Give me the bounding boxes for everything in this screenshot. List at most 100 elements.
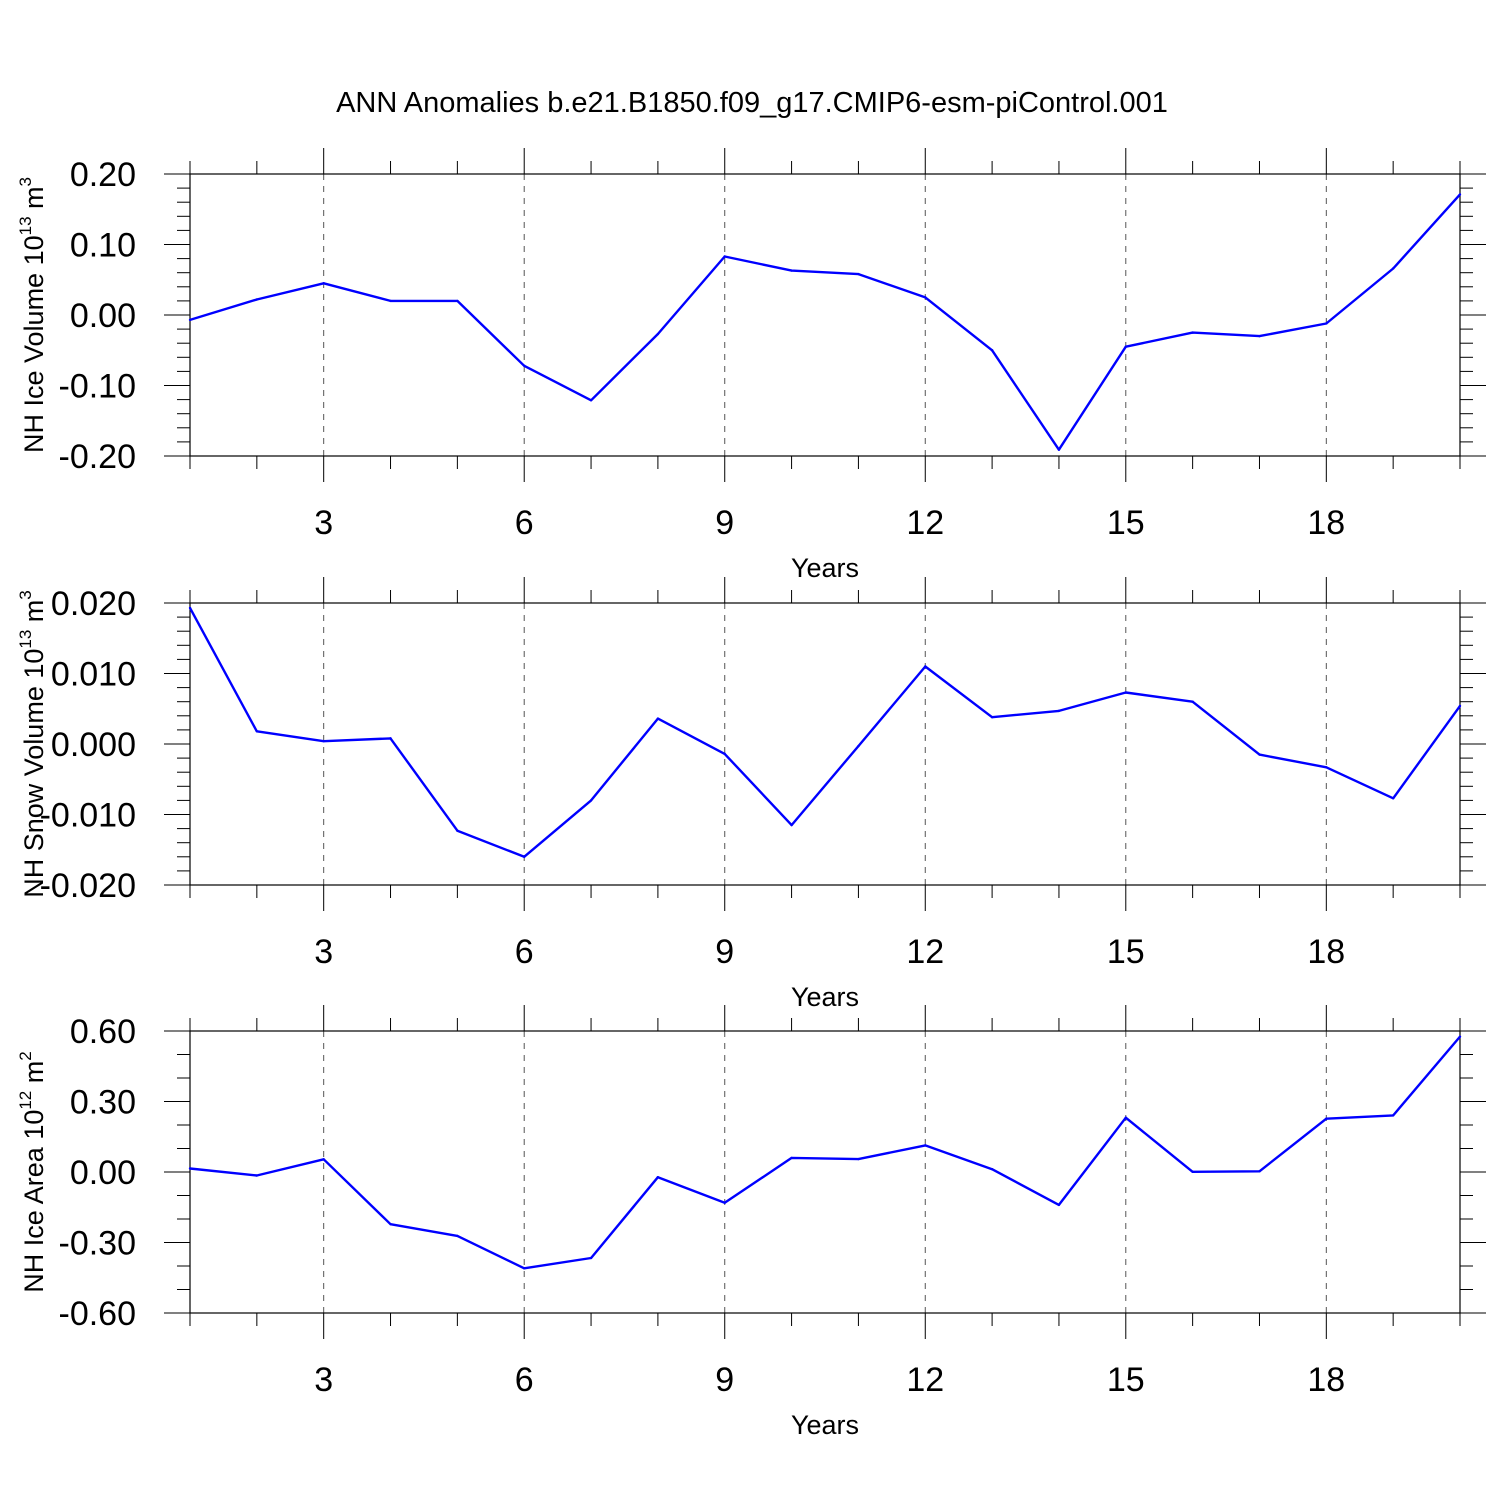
data-point: [456, 1234, 459, 1238]
data-point: [723, 1201, 726, 1204]
x-tick-label: 12: [906, 1361, 944, 1399]
data-point: [1325, 1117, 1328, 1120]
panels: -0.20 -0.10 0.00 0.10 0.20 3 6 9 12 15 18 Years NH I…: [16, 148, 1486, 1440]
data-point: [456, 299, 459, 303]
data-point: [656, 717, 660, 720]
x-tick-label: 3: [314, 504, 333, 542]
data-point: [790, 1156, 793, 1160]
data-point: [188, 606, 192, 610]
x-tick-label: 6: [515, 504, 534, 542]
x-tick-label: 15: [1107, 933, 1145, 971]
x-tick-label: 18: [1307, 504, 1345, 542]
data-point: [589, 399, 593, 402]
y-tick-label: -0.010: [40, 797, 136, 835]
data-point: [1391, 797, 1395, 800]
y-axis-label: NH Ice Volume 1013 m3: [16, 177, 49, 453]
data-point: [389, 299, 392, 303]
data-point: [523, 855, 526, 858]
data-point: [924, 665, 927, 668]
data-point: [1191, 331, 1194, 334]
x-tick-label: 15: [1107, 504, 1145, 542]
y-tick-label: 0.00: [70, 297, 136, 335]
y-axis-label: NH Snow Volume 1013 m3: [16, 590, 49, 898]
y-tick-label: -0.10: [59, 368, 137, 406]
data-point: [1124, 691, 1127, 694]
data-point: [1057, 448, 1061, 451]
y-tick-label: 0.000: [51, 726, 136, 764]
data-point: [1391, 267, 1395, 270]
data-point: [1458, 704, 1462, 708]
x-axis-label: Years: [791, 553, 859, 583]
data-point: [857, 744, 860, 748]
data-point: [924, 1144, 927, 1147]
data-point: [857, 272, 860, 276]
y-axis-label-part: m: [19, 600, 49, 630]
data-point: [1258, 753, 1261, 756]
y-axis-label-part: NH Snow Volume 10: [19, 649, 49, 898]
y-axis-label-superscript: 13: [16, 630, 35, 649]
data-point: [589, 1256, 593, 1260]
data-point: [389, 1222, 392, 1226]
data-point: [723, 752, 726, 756]
data-point: [255, 298, 259, 301]
y-tick-label: 0.10: [70, 227, 136, 265]
data-point: [990, 1167, 994, 1171]
x-tick-label: 12: [906, 933, 944, 971]
y-axis-label-part: NH Ice Volume 10: [19, 235, 49, 453]
x-tick-label: 3: [314, 933, 333, 971]
y-tick-label: 0.00: [70, 1154, 136, 1192]
data-point: [188, 1167, 192, 1170]
data-point: [1124, 1116, 1127, 1119]
panel-snow-volume: -0.020 -0.010 0.000 0.010 0.020 3 6 9 12 15 18 Year…: [16, 577, 1486, 1012]
data-point: [1258, 1170, 1261, 1173]
y-tick-label: 0.020: [51, 585, 136, 623]
y-axis-label-part: m: [19, 186, 49, 216]
panel-ice-area: -0.60 -0.30 0.00 0.30 0.60 3 6 9 12 15 18 Years NH I…: [16, 1005, 1486, 1440]
y-tick-label: 0.010: [51, 656, 136, 694]
y-axis-label-superscript: 12: [16, 1091, 35, 1110]
data-point: [322, 1158, 325, 1161]
y-axis-label: NH Ice Area 1012 m2: [16, 1051, 49, 1292]
data-point: [990, 716, 994, 719]
data-point: [1458, 193, 1462, 196]
x-tick-label: 12: [906, 504, 944, 542]
y-tick-label: -0.20: [59, 438, 137, 476]
x-tick-label: 9: [715, 1361, 734, 1399]
data-point: [857, 1157, 860, 1161]
y-tick-label: -0.020: [40, 867, 136, 905]
series-line: [188, 607, 1461, 858]
x-tick-label: 3: [314, 1361, 333, 1399]
data-point: [1124, 345, 1127, 348]
x-tick-label: 9: [715, 933, 734, 971]
data-point: [1191, 1170, 1194, 1173]
panel-ice-volume: -0.20 -0.10 0.00 0.10 0.20 3 6 9 12 15 18 Years NH I…: [16, 148, 1486, 583]
x-tick-label: 9: [715, 504, 734, 542]
data-point: [1325, 322, 1328, 325]
data-point: [523, 1267, 526, 1270]
figure-title: ANN Anomalies b.e21.B1850.f09_g17.CMIP6-…: [336, 87, 1168, 119]
y-axis-label-part: NH Ice Area 10: [19, 1110, 49, 1293]
data-point: [456, 829, 459, 832]
data-point: [1391, 1114, 1395, 1117]
data-point: [1325, 766, 1328, 769]
data-point: [1057, 1203, 1061, 1207]
x-tick-label: 18: [1307, 933, 1345, 971]
x-tick-label: 15: [1107, 1361, 1145, 1399]
data-point: [656, 1175, 660, 1179]
data-point: [389, 737, 392, 740]
data-point: [990, 349, 994, 352]
y-tick-label: -0.60: [59, 1295, 137, 1333]
data-point: [723, 255, 726, 258]
x-tick-label: 18: [1307, 1361, 1345, 1399]
y-axis-label-superscript: 13: [16, 216, 35, 235]
y-axis-label-superscript: 3: [16, 177, 35, 186]
data-point: [322, 739, 325, 743]
data-point: [523, 364, 526, 367]
data-point: [188, 318, 192, 322]
data-point: [790, 823, 793, 827]
y-axis-label-superscript: 2: [16, 1051, 35, 1060]
series-line: [189, 1035, 1461, 1270]
y-tick-label: 0.30: [70, 1084, 136, 1122]
y-tick-label: 0.20: [70, 156, 136, 194]
